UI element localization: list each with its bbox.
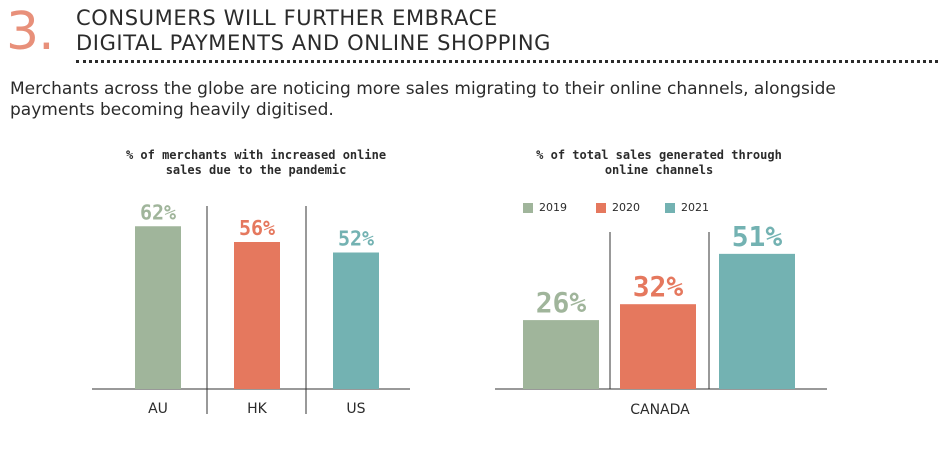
- legend-swatch-2021: [665, 202, 675, 213]
- bar-canada-2020: [620, 304, 696, 389]
- chart-2-title: % of total sales generated through onlin…: [489, 148, 829, 178]
- data-label-canada-2021: 51%: [732, 220, 783, 253]
- section-title-line-2: DIGITAL PAYMENTS AND ONLINE SHOPPING: [76, 31, 552, 55]
- data-label-canada-2019: 26%: [536, 286, 587, 319]
- legend-label-2020: 2020: [612, 201, 640, 214]
- chart-1-title-line-1: % of merchants with increased online: [125, 148, 387, 162]
- data-label-hk: 56%: [239, 216, 275, 240]
- bar-us: [333, 252, 379, 389]
- chart-2-title-line-2: online channels: [604, 163, 714, 177]
- legend-label-2019: 2019: [539, 201, 567, 214]
- legend-item-2020: 2020: [596, 201, 640, 214]
- data-label-us: 52%: [338, 227, 374, 251]
- section-number: 3.: [6, 2, 55, 62]
- bar-au: [135, 226, 181, 389]
- legend-swatch-2019: [523, 202, 533, 213]
- chart-1-title: % of merchants with increased online sal…: [86, 148, 426, 178]
- data-label-au: 62%: [140, 200, 176, 224]
- legend-swatch-2020: [596, 202, 606, 213]
- data-label-canada-2020: 32%: [633, 270, 684, 303]
- section-title-line-1: CONSUMERS WILL FURTHER EMBRACE: [76, 6, 498, 30]
- category-label-canada: CANADA: [630, 402, 690, 418]
- category-label-au: AU: [148, 401, 168, 417]
- category-label-hk: HK: [247, 401, 268, 417]
- bar-canada-2019: [523, 320, 599, 389]
- intro-text: Merchants across the globe are noticing …: [10, 79, 836, 120]
- dotted-divider: [76, 60, 938, 63]
- legend-label-2021: 2021: [681, 201, 709, 214]
- bar-canada-2021: [719, 253, 795, 389]
- legend-item-2019: 2019: [523, 201, 567, 214]
- section-title: CONSUMERS WILL FURTHER EMBRACE DIGITAL P…: [76, 6, 551, 56]
- legend-item-2021: 2021: [665, 201, 709, 214]
- category-label-us: US: [346, 401, 365, 417]
- chart-1-title-line-2: sales due to the pandemic: [165, 163, 347, 177]
- bar-hk: [234, 242, 280, 389]
- chart-2-title-line-1: % of total sales generated through: [536, 148, 782, 162]
